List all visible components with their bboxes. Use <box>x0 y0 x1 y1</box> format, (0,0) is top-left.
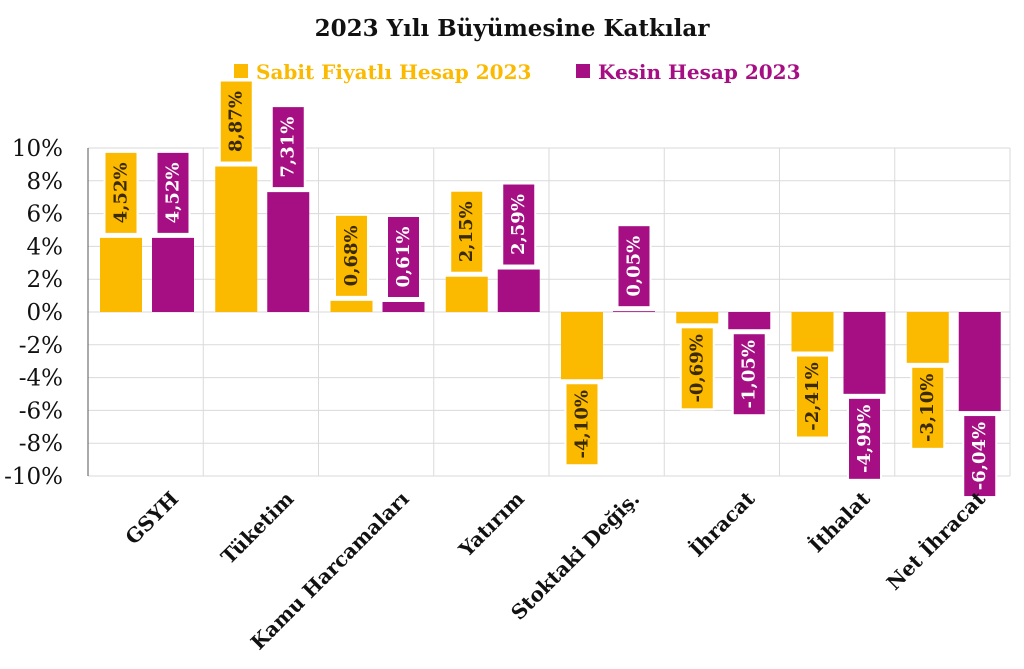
data-label: 4,52% <box>111 162 132 223</box>
data-label: -4,99% <box>854 405 875 473</box>
data-label-box <box>847 396 882 481</box>
y-tick-label: 2% <box>27 267 64 293</box>
legend-swatch-sabit <box>234 64 248 78</box>
data-label-box <box>962 414 998 499</box>
data-label: 2,15% <box>456 201 477 262</box>
bar <box>958 312 1001 412</box>
x-tick-label: Net İhracat <box>882 486 991 595</box>
bar <box>791 312 834 352</box>
bar <box>676 312 719 324</box>
bar <box>215 166 258 312</box>
bars: 4,52% 4,52% 8,87% 7,31% 0,68% 0,61% 2,15% 2,59%… <box>100 79 1001 499</box>
data-label-box <box>386 214 421 299</box>
data-label-box <box>564 382 600 467</box>
bar <box>613 311 655 312</box>
legend-label-sabit: Sabit Fiyatlı Hesap 2023 <box>256 60 531 84</box>
data-label: 4,52% <box>163 162 184 223</box>
y-tick-label: -6% <box>19 398 63 424</box>
chart-title: 2023 Yılı Büyümesine Katkılar <box>315 15 711 42</box>
y-tick-label: -8% <box>19 431 63 457</box>
y-tick-label: 10% <box>12 136 63 162</box>
bar <box>152 237 194 312</box>
y-tick-label: 6% <box>27 202 64 228</box>
y-tick-label: -4% <box>19 366 63 392</box>
x-tick-label: GSYH <box>120 487 183 550</box>
bar <box>445 276 488 312</box>
y-axis-ticks: 10% 8% 6% 4% 2% 0% -2% -4% -6% -8% -10% <box>4 136 63 490</box>
bar <box>906 312 949 363</box>
data-label: -0,69% <box>687 334 708 402</box>
y-tick-label: 0% <box>27 300 64 326</box>
data-label: -1,05% <box>739 340 760 408</box>
data-label-box <box>501 182 537 267</box>
bar <box>382 301 425 312</box>
data-label: 0,05% <box>624 236 645 297</box>
x-tick-label: Stoktaki Değiş. <box>506 487 644 625</box>
data-label-box <box>449 189 485 274</box>
data-label-box <box>103 150 139 235</box>
data-label-box <box>679 326 715 411</box>
y-tick-label: -2% <box>19 333 63 359</box>
data-label-box <box>616 224 652 309</box>
bar <box>843 312 886 394</box>
data-label-box <box>155 150 191 235</box>
bar <box>728 312 771 330</box>
bar <box>267 192 310 312</box>
legend-label-kesin: Kesin Hesap 2023 <box>598 60 800 84</box>
data-label: -3,10% <box>917 374 938 442</box>
bar <box>100 237 142 312</box>
x-tick-label: İthalat <box>804 486 875 557</box>
data-label-box <box>334 213 369 298</box>
data-label: 7,31% <box>278 117 299 178</box>
data-label-box <box>731 332 767 417</box>
data-label-box <box>795 354 830 439</box>
legend: Sabit Fiyatlı Hesap 2023 Kesin Hesap 202… <box>234 60 800 84</box>
x-tick-label: İhracat <box>685 486 760 561</box>
bar <box>497 269 540 312</box>
data-label: -4,10% <box>572 390 593 458</box>
bar <box>561 312 603 380</box>
x-tick-label: Tüketim <box>216 487 298 569</box>
data-label: 8,87% <box>226 91 247 152</box>
data-label-box <box>218 79 254 164</box>
y-tick-label: 8% <box>27 169 64 195</box>
data-label: -6,04% <box>969 422 990 490</box>
data-label: 0,61% <box>393 227 414 288</box>
y-tick-label: 4% <box>27 234 64 260</box>
legend-swatch-kesin <box>576 64 590 78</box>
data-label-box <box>270 105 306 190</box>
bar <box>330 300 373 312</box>
data-label-box <box>910 365 946 450</box>
y-tick-label: -10% <box>4 464 63 490</box>
data-label: -2,41% <box>802 362 823 430</box>
x-tick-label: Yatırım <box>453 487 529 563</box>
data-label: 0,68% <box>341 225 362 286</box>
data-label: 2,59% <box>508 194 529 255</box>
